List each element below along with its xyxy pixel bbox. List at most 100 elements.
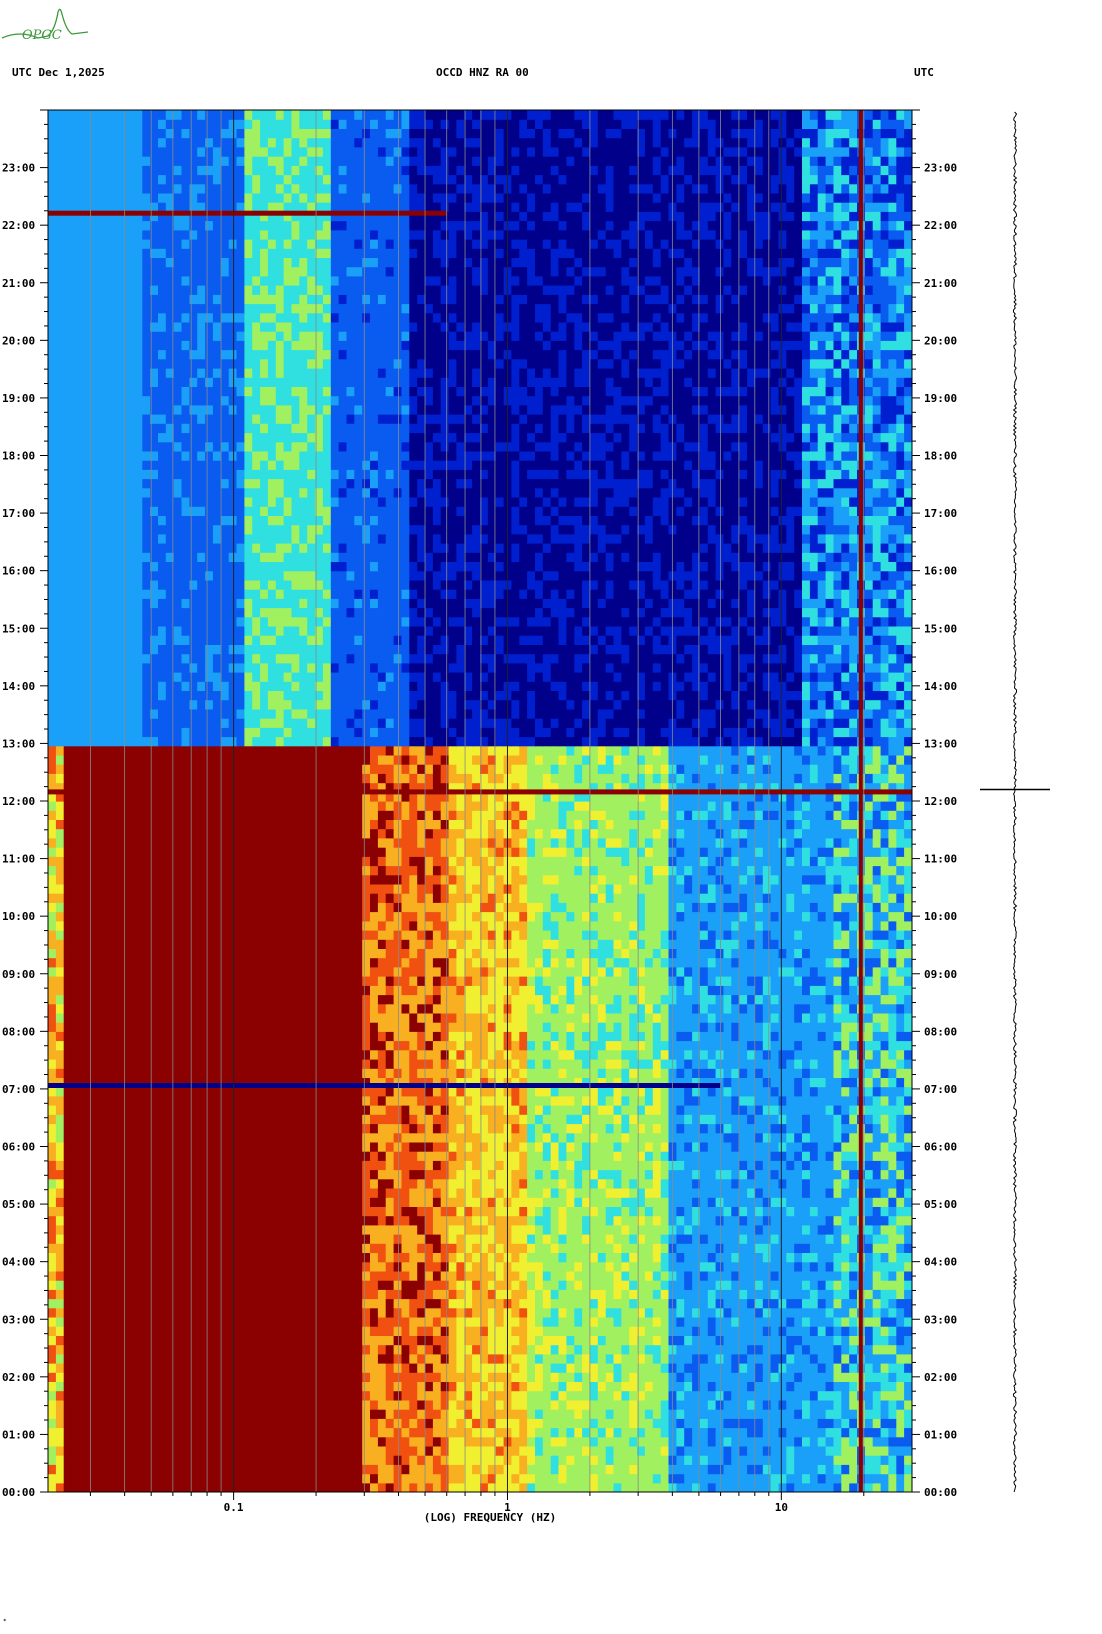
- heatmap-cell: [707, 1188, 717, 1198]
- heatmap-cell: [809, 1316, 819, 1327]
- heatmap-cell: [228, 1326, 238, 1336]
- heatmap-cell: [558, 1280, 567, 1290]
- heatmap-cell: [275, 1141, 285, 1152]
- heatmap-cell: [299, 1482, 308, 1492]
- heatmap-cell: [189, 1399, 198, 1410]
- heatmap-cell: [307, 1141, 316, 1152]
- heatmap-cell: [778, 1353, 787, 1364]
- heatmap-cell: [904, 1482, 912, 1492]
- heatmap-cell: [440, 1464, 450, 1475]
- heatmap-cell: [440, 1215, 450, 1226]
- heatmap-cell: [95, 1372, 104, 1382]
- heatmap-cell: [480, 1206, 489, 1217]
- heatmap-cell: [621, 1188, 630, 1198]
- heatmap-cell: [841, 1188, 850, 1198]
- heatmap-cell: [896, 1086, 905, 1097]
- heatmap-cell: [542, 1399, 552, 1410]
- heatmap-cell: [747, 1289, 756, 1300]
- heatmap-cell: [652, 1464, 662, 1475]
- heatmap-cell: [409, 1123, 418, 1134]
- heatmap-cell: [849, 1482, 858, 1492]
- heatmap-cell: [173, 1390, 183, 1401]
- heatmap-cell: [731, 1436, 740, 1447]
- heatmap-cell: [236, 1252, 245, 1263]
- heatmap-cell: [480, 1095, 489, 1106]
- heatmap-cell: [456, 1224, 465, 1235]
- heatmap-cell: [385, 1363, 395, 1373]
- heatmap-cell: [825, 1316, 835, 1327]
- heatmap-cell: [637, 1280, 646, 1290]
- heatmap-cell: [535, 1270, 544, 1281]
- heatmap-cell: [692, 1234, 701, 1244]
- heatmap-cell: [330, 1326, 340, 1336]
- heatmap-cell: [338, 1455, 348, 1465]
- heatmap-cell: [291, 1188, 300, 1198]
- heatmap-cell: [275, 1243, 285, 1253]
- heatmap-cell: [307, 1289, 316, 1300]
- heatmap-cell: [173, 1270, 183, 1281]
- heatmap-cell: [95, 1215, 104, 1226]
- heatmap-cell: [558, 1455, 567, 1465]
- heatmap-cell: [707, 1206, 717, 1217]
- heatmap-cell: [110, 1077, 120, 1088]
- heatmap-cell: [87, 1335, 96, 1346]
- heatmap-cell: [55, 1427, 65, 1438]
- heatmap-cell: [103, 1482, 112, 1492]
- heatmap-cell: [684, 1344, 693, 1355]
- heatmap-cell: [904, 1409, 912, 1419]
- heatmap-cell: [181, 1381, 190, 1392]
- heatmap-cell: [864, 1390, 874, 1401]
- heatmap-cell: [637, 1316, 646, 1327]
- heatmap-cell: [432, 1418, 442, 1429]
- heatmap-cell: [377, 1326, 387, 1336]
- heatmap-cell: [252, 1316, 261, 1327]
- heatmap-cell: [110, 1224, 120, 1235]
- heatmap-cell: [480, 1335, 489, 1346]
- heatmap-cell: [794, 1169, 803, 1180]
- heatmap-cell: [291, 1280, 300, 1290]
- heatmap-cell: [377, 1141, 387, 1152]
- heatmap-cell: [228, 1114, 238, 1125]
- heatmap-cell: [888, 1372, 897, 1382]
- heatmap-cell: [456, 1243, 465, 1253]
- heatmap-cell: [401, 1206, 410, 1217]
- heatmap-cell: [535, 1132, 544, 1143]
- heatmap-cell: [542, 1114, 552, 1125]
- heatmap-cell: [535, 1234, 544, 1244]
- heatmap-cell: [864, 1363, 874, 1373]
- heatmap-cell: [95, 1482, 104, 1492]
- heatmap-cell: [550, 1353, 560, 1364]
- heatmap-cell: [841, 1353, 850, 1364]
- heatmap-cell: [817, 1455, 827, 1465]
- heatmap-cell: [849, 1114, 858, 1125]
- heatmap-cell: [786, 1409, 795, 1419]
- heatmap-cell: [825, 1188, 835, 1198]
- heatmap-cell: [330, 1261, 340, 1272]
- heatmap-cell: [809, 1298, 819, 1309]
- heatmap-cell: [118, 1270, 128, 1281]
- heatmap-cell: [652, 1132, 662, 1143]
- heatmap-cell: [315, 1399, 324, 1410]
- heatmap-cell: [55, 1095, 65, 1106]
- heatmap-cell: [590, 1261, 599, 1272]
- heatmap-cell: [432, 1344, 442, 1355]
- heatmap-cell: [150, 1353, 159, 1364]
- heatmap-cell: [644, 1316, 654, 1327]
- heatmap-cell: [550, 1234, 560, 1244]
- heatmap-cell: [904, 1215, 912, 1226]
- heatmap-cell: [440, 1086, 450, 1097]
- heatmap-cell: [472, 1436, 481, 1447]
- heatmap-cell: [448, 1234, 458, 1244]
- heatmap-cell: [244, 1289, 253, 1300]
- heatmap-cell: [181, 1464, 190, 1475]
- heatmap-cell: [338, 1105, 348, 1115]
- heatmap-cell: [448, 1307, 458, 1318]
- heatmap-cell: [63, 1123, 73, 1134]
- heatmap-cell: [338, 1464, 348, 1475]
- heatmap-cell: [103, 1427, 112, 1438]
- heatmap-cell: [817, 1445, 827, 1456]
- heatmap-cell: [574, 1372, 583, 1382]
- heatmap-cell: [558, 1234, 567, 1244]
- heatmap-cell: [370, 1363, 379, 1373]
- heatmap-cell: [778, 1114, 787, 1125]
